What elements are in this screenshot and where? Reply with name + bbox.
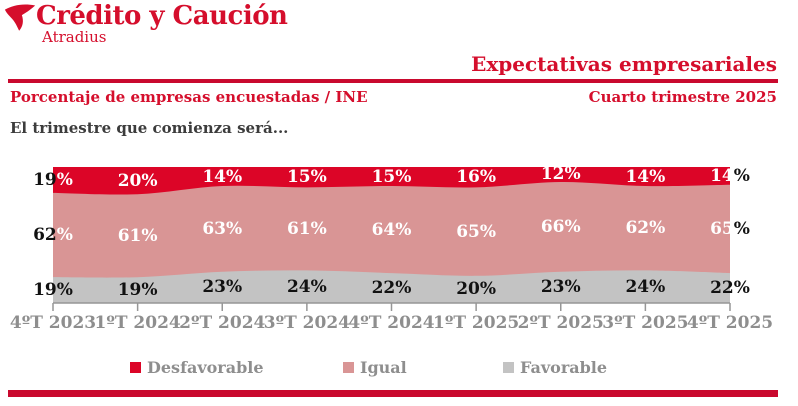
data-label-desfavorable: 14%	[202, 166, 243, 187]
legend-item-igual: Igual	[343, 357, 407, 377]
data-label-desfavorable: 15%	[371, 166, 412, 187]
data-label-desfavorable: 15%	[286, 167, 327, 188]
x-axis-label: 4ºT 2024	[348, 313, 435, 333]
data-label-desfavorable: 16%	[456, 167, 497, 188]
data-label-favorable: 19%	[33, 280, 73, 301]
data-label-favorable: 24%	[625, 276, 666, 297]
credito-caucion-bird-icon	[4, 4, 36, 31]
data-label-igual: 63%	[202, 218, 243, 239]
data-label-igual: 66%	[540, 216, 581, 237]
data-label-igual: 65%	[710, 218, 750, 239]
legend-label: Favorable	[520, 357, 608, 377]
data-label-igual: 61%	[286, 218, 327, 239]
x-axis-label: 4ºT 2025	[686, 313, 774, 333]
data-label-desfavorable: 14%	[625, 166, 666, 187]
data-label-favorable: 23%	[540, 277, 581, 298]
desfavorable-swatch-icon	[130, 361, 141, 373]
favorable-swatch-icon	[503, 361, 514, 373]
data-label-igual: 62%	[33, 225, 73, 245]
period-label: Cuarto trimestre 2025	[588, 88, 777, 106]
data-label-igual: 65%	[456, 221, 497, 242]
brand-name: Crédito y Caución	[36, 1, 288, 31]
data-label-favorable: 20%	[456, 279, 497, 300]
x-axis-label: 1ºT 2025	[433, 313, 520, 333]
data-label-desfavorable: 20%	[117, 170, 158, 191]
data-label-favorable: 19%	[117, 280, 158, 301]
legend-label: Desfavorable	[147, 357, 264, 377]
data-label-favorable: 24%	[286, 276, 327, 297]
x-axis-label: 1ºT 2024	[94, 313, 181, 333]
chart-legend: Desfavorable Igual Favorable	[0, 357, 798, 379]
data-label-favorable: 23%	[202, 277, 243, 298]
header-divider	[8, 79, 778, 83]
chart-question: El trimestre que comienza será...	[10, 119, 289, 137]
x-axis-label: 2ºT 2024	[179, 313, 266, 333]
stacked-area-chart: 19% 20% 14% 15% 15% 16% 12% 14% 14% 62% 61% 63% 61% 6…	[0, 150, 798, 340]
x-axis-label: 2ºT 2025	[517, 313, 604, 333]
legend-label: Igual	[360, 357, 407, 377]
footer-bar	[8, 390, 778, 397]
data-label-igual: 64%	[371, 219, 412, 240]
page-title: Expectativas empresariales	[471, 52, 777, 76]
brand-subname: Atradius	[42, 28, 107, 46]
x-axis-label: 3ºT 2025	[602, 313, 689, 333]
data-label-igual: 61%	[117, 225, 158, 246]
data-label-desfavorable: 12%	[540, 164, 581, 185]
source-note: Porcentaje de empresas encuestadas / INE	[10, 88, 368, 106]
legend-item-favorable: Favorable	[503, 357, 607, 377]
data-label-igual: 62%	[625, 218, 666, 239]
legend-item-desfavorable: Desfavorable	[130, 357, 264, 377]
x-axis-label: 4ºT 2023	[9, 313, 97, 333]
x-axis-label: 3ºT 2024	[263, 313, 350, 333]
igual-swatch-icon	[343, 361, 354, 373]
data-label-favorable: 22%	[371, 278, 412, 299]
data-label-desfavorable: 19%	[33, 169, 73, 190]
series-area-favorable	[53, 270, 730, 303]
data-label-desfavorable: 14%	[710, 165, 750, 186]
data-label-favorable: 22%	[710, 278, 750, 299]
